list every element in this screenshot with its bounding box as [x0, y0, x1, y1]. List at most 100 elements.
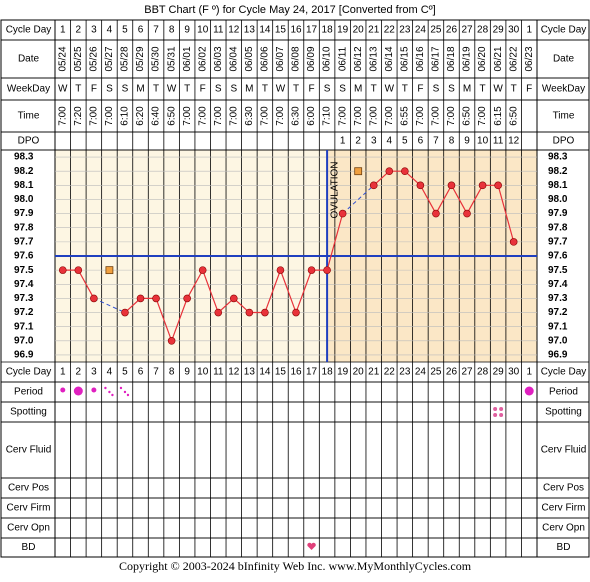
period-icon [73, 386, 83, 396]
dpo: 12 [508, 136, 520, 147]
row-label: Spotting [545, 407, 582, 418]
temp-point [338, 209, 347, 218]
cycle-day: 11 [213, 25, 224, 36]
date: 06/13 [368, 46, 379, 71]
time: 7:00 [415, 106, 426, 126]
date: 05/28 [120, 46, 131, 71]
weekday: W [167, 84, 177, 95]
row-label: DPO [18, 136, 40, 147]
temp-point [198, 266, 207, 274]
temp-point [432, 209, 440, 218]
weekday: W [493, 84, 503, 95]
y-tick-label: 97.8 [548, 222, 568, 233]
gap-line [342, 184, 375, 214]
y-tick-label: 97.0 [14, 335, 34, 346]
date: 05/29 [135, 46, 146, 71]
date: 06/11 [337, 46, 348, 71]
temp-point [74, 266, 83, 274]
gap-line [93, 297, 126, 313]
weekday: M [245, 84, 253, 95]
cycle-day: 13 [244, 25, 256, 36]
y-tick-label: 97.9 [548, 208, 568, 219]
temp-point [183, 294, 191, 303]
date: 05/31 [166, 46, 177, 71]
y-tick-label: 96.9 [548, 350, 568, 361]
dpo: 3 [371, 136, 377, 147]
weekday: S [324, 84, 331, 95]
temp-point [230, 294, 238, 303]
time: 7:00 [446, 106, 457, 126]
dpo: 8 [449, 136, 455, 147]
date: 06/05 [244, 46, 255, 71]
weekday: M [136, 84, 144, 95]
cycle-day: 9 [184, 25, 190, 36]
cycle-day: 20 [353, 367, 365, 378]
y-tick-label: 97.9 [14, 208, 34, 219]
period-icon [126, 393, 130, 397]
y-tick-label: 97.1 [548, 321, 568, 332]
cycle-day: 22 [384, 367, 396, 378]
cycle-day: 27 [461, 25, 473, 36]
cycle-day: 24 [415, 25, 427, 36]
row-label: Cycle Day [541, 25, 587, 36]
excluded-point [105, 266, 114, 275]
cycle-day: 18 [322, 367, 334, 378]
cycle-day: 20 [353, 25, 365, 36]
weekday: F [200, 84, 206, 95]
row-label: Date [553, 54, 575, 65]
temp-point [494, 181, 502, 190]
weekday: F [308, 84, 314, 95]
date: 05/26 [89, 46, 100, 71]
y-tick-label: 98.1 [14, 180, 34, 191]
time: 6:30 [291, 106, 302, 126]
row-label: Time [553, 111, 575, 122]
cycle-day: 4 [107, 25, 113, 36]
y-tick-label: 97.2 [548, 307, 568, 318]
cycle-day: 28 [477, 25, 489, 36]
y-tick-label: 97.3 [548, 293, 568, 304]
date: 06/01 [182, 46, 193, 71]
cycle-day: 11 [213, 367, 224, 378]
cycle-day: 16 [290, 367, 302, 378]
row-label: Cerv Pos [543, 483, 584, 494]
row-label: Cerv Opn [542, 523, 585, 534]
y-tick-label: 97.3 [14, 293, 34, 304]
date: 05/27 [104, 46, 115, 71]
cycle-day: 19 [337, 367, 349, 378]
weekday: T [371, 84, 377, 95]
cycle-day: 12 [228, 367, 240, 378]
cycle-day: 25 [430, 367, 442, 378]
cycle-day: 29 [493, 25, 505, 36]
row-label: Date [18, 54, 40, 65]
period-icon [91, 387, 97, 393]
time: 6:50 [462, 106, 473, 126]
outer-border [0, 19, 590, 558]
y-tick-label: 96.9 [14, 350, 34, 361]
temp-point [245, 308, 254, 317]
temp-point [447, 181, 456, 190]
cycle-day: 21 [368, 25, 380, 36]
cycle-day: 24 [415, 367, 427, 378]
date: 06/12 [353, 46, 364, 71]
temp-point [261, 308, 269, 317]
time: 7:20 [73, 106, 84, 126]
cycle-day: 18 [322, 25, 334, 36]
row-label: Time [18, 111, 40, 122]
date: 06/15 [399, 46, 410, 71]
time: 6:15 [493, 106, 504, 126]
cycle-day: 4 [107, 367, 113, 378]
temp-point [214, 308, 223, 317]
date: 06/17 [431, 46, 442, 71]
time: 7:10 [322, 106, 333, 126]
temp-point [401, 167, 409, 175]
dpo: 2 [355, 136, 361, 147]
date: 06/22 [508, 46, 519, 71]
dpo: 4 [387, 136, 393, 147]
temp-point [167, 336, 176, 345]
cycle-day: 25 [430, 25, 442, 36]
time: 7:00 [213, 106, 224, 126]
row-label: Cerv Firm [542, 503, 586, 514]
date: 05/24 [57, 46, 68, 71]
footer: Copyright © 2003-2024 bInfinity Web Inc.… [119, 559, 472, 573]
period-icon [60, 387, 66, 393]
